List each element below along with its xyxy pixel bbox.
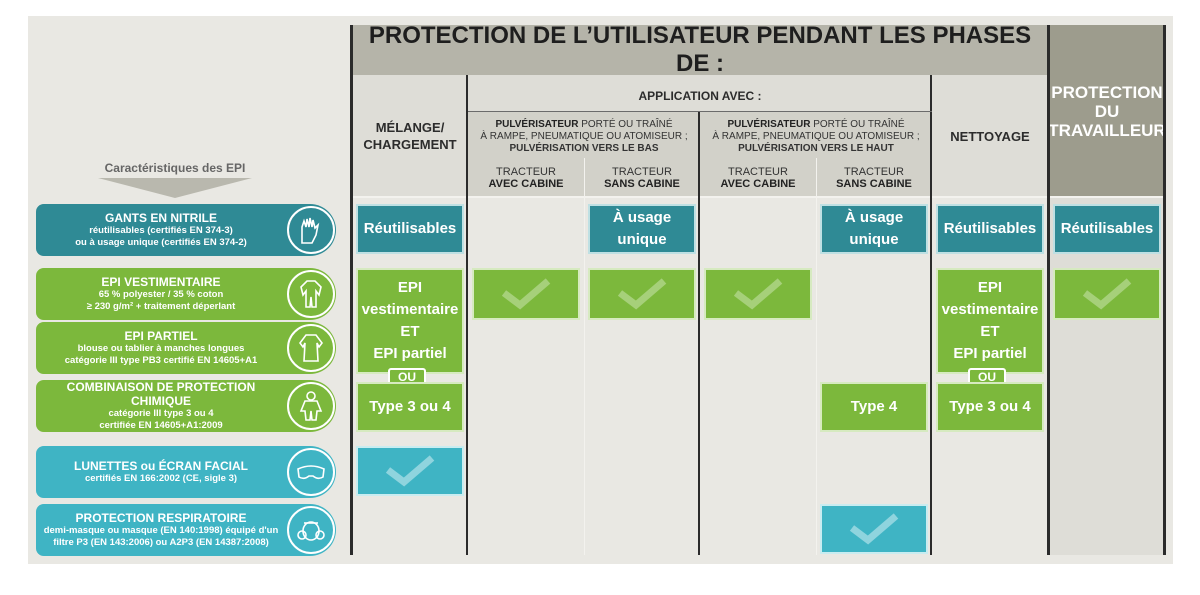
cell-gants-nettoyage: Réutilisables — [936, 204, 1044, 254]
body-area — [352, 197, 1164, 555]
cell-combi-melange: Type 3 ou 4 — [356, 382, 464, 432]
cell-gants-sans-cabine-haut: À usage unique — [820, 204, 928, 254]
pulverisateur-bas: PULVÉRISATEUR PORTÉ OU TRAÎNÉ À RAMPE, P… — [468, 116, 700, 158]
row-label-lunettes: LUNETTES ou ÉCRAN FACIAL certifiés EN 16… — [36, 446, 336, 498]
cell-combi-nettoyage: Type 3 ou 4 — [936, 382, 1044, 432]
application-header: APPLICATION AVEC : — [638, 89, 762, 103]
respirator-icon — [287, 506, 335, 554]
cell-gants-sans-cabine-bas: À usage unique — [588, 204, 696, 254]
row-label-gants: GANTS EN NITRILE réutilisables (certifié… — [36, 204, 336, 256]
cell-vest-melange: EPI vestimentaire ET EPI partiel — [356, 268, 464, 374]
tracteur-sans-cabine-1: TRACTEUR SANS CABINE — [584, 162, 700, 194]
check-icon — [704, 268, 812, 320]
check-icon — [820, 504, 928, 554]
check-icon — [588, 268, 696, 320]
tracteur-avec-cabine-1: TRACTEUR AVEC CABINE — [468, 162, 584, 194]
apron-icon — [287, 324, 335, 372]
pulverisateur-haut: PULVÉRISATEUR PORTÉ OU TRAÎNÉ À RAMPE, P… — [700, 116, 932, 158]
epi-characteristics-label: Caractéristiques des EPI — [104, 161, 246, 175]
row-label-epi-partiel: EPI PARTIEL blouse ou tablier à manches … — [36, 322, 336, 374]
nettoyage-header: NETTOYAGE — [950, 128, 1030, 144]
cell-gants-travailleur: Réutilisables — [1053, 204, 1161, 254]
cell-gants-melange: Réutilisables — [356, 204, 464, 254]
melange-header: MÉLANGE/ CHARGEMENT — [363, 120, 457, 152]
cell-vest-nettoyage: EPI vestimentaire ET EPI partiel — [936, 268, 1044, 374]
protection-travailleur-header: PROTECTION DU TRAVAILLEUR — [1048, 25, 1166, 197]
check-icon — [1053, 268, 1161, 320]
tracteur-sans-cabine-2: TRACTEUR SANS CABINE — [816, 162, 932, 194]
down-arrow-icon — [98, 178, 252, 198]
row-label-epi-vestimentaire: EPI VESTIMENTAIRE 65 % polyester / 35 % … — [36, 268, 336, 320]
check-icon — [356, 446, 464, 496]
travailleur-column — [1050, 197, 1164, 555]
check-icon — [472, 268, 580, 320]
tracteur-avec-cabine-2: TRACTEUR AVEC CABINE — [700, 162, 816, 194]
hazmat-suit-icon — [287, 382, 335, 430]
coverall-icon — [287, 270, 335, 318]
row-label-respiratoire: PROTECTION RESPIRATOIRE demi-masque ou m… — [36, 504, 336, 556]
row-label-combinaison: COMBINAISON DE PROTECTION CHIMIQUE catég… — [36, 380, 336, 432]
gloves-icon — [287, 206, 335, 254]
page-title: PROTECTION DE L’UTILISATEUR PENDANT LES … — [352, 22, 1048, 77]
cell-combi-sans-cabine-haut: Type 4 — [820, 382, 928, 432]
goggles-icon — [287, 448, 335, 496]
